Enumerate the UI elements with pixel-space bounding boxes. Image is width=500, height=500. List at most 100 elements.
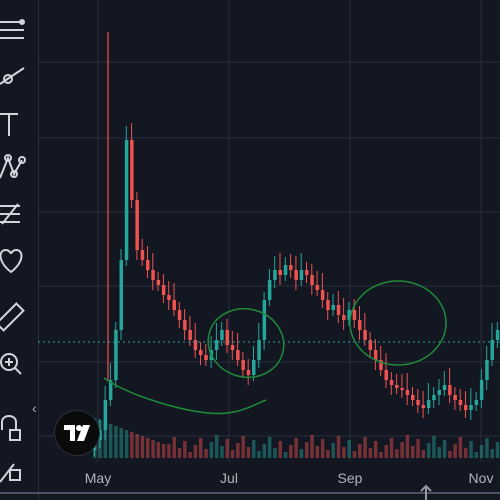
volume-bar [267,437,272,458]
candle-body [352,310,357,320]
zoom-in-icon[interactable] [0,344,30,384]
candle-body [310,275,314,285]
lock-pencil-icon[interactable] [0,452,30,492]
volume-bar [358,444,362,458]
candle-body [294,270,298,280]
candle-body [305,270,309,275]
volume-bar [230,450,235,458]
candle-body [98,430,102,440]
volume-bar [294,438,298,458]
candle-body [151,270,155,280]
ruler-icon[interactable] [0,298,30,338]
candle-body [315,285,320,290]
candle-body [426,400,431,408]
candle-body [167,295,171,300]
volume-bar [209,442,214,458]
candle-body [485,360,489,380]
candle-body [405,390,410,395]
candle-body [342,315,346,320]
collapse-toolbar-chevron-icon[interactable]: ‹ [32,400,37,416]
candle-body [172,300,176,310]
volume-bar [464,448,468,458]
candle-body [384,370,388,380]
menu-lines-icon[interactable] [0,12,30,52]
candle-body [464,405,468,410]
tradingview-logo[interactable] [54,410,100,456]
candles [93,32,500,456]
candle-body [289,265,293,270]
candle-body [119,260,123,330]
volume-bar [305,442,309,458]
volume-bar [273,448,277,458]
volume-bar [199,438,203,458]
volume-bar [108,424,113,458]
volume-bar [442,440,447,458]
drawn-annotations[interactable] [103,280,447,415]
candle-body [400,388,404,390]
trend-line-icon[interactable] [0,56,30,96]
candle-body [495,330,500,340]
ellipse-circle-left[interactable] [200,300,291,385]
magnet-lock-icon[interactable] [0,408,30,448]
candle-body [347,310,351,320]
x-axis-label-jul: Jul [220,470,238,486]
text-icon[interactable] [0,104,30,144]
volume-bar [379,452,383,458]
price-chart[interactable] [38,0,500,462]
volume-bar [193,445,198,458]
heart-icon[interactable] [0,240,30,280]
volume-bars [93,418,500,458]
candlestick-plot[interactable] [38,0,500,462]
candle-body [124,140,129,260]
curve-stroke[interactable] [103,377,267,415]
volume-bar [448,451,452,458]
x-axis-label-nov: Nov [468,470,494,486]
scroll-up-arrow-icon[interactable] [418,483,434,500]
candle-body [220,330,224,340]
volume-bar [119,428,123,458]
candle-body [373,350,378,360]
volume-bar [368,448,373,458]
candle-body [283,265,288,275]
candle-body [368,340,373,350]
volume-bar [432,436,436,458]
candle-body [161,285,166,295]
volume-bar [146,438,150,458]
candle-body [199,350,203,355]
volume-bar [151,440,155,458]
volume-bar [220,446,224,458]
volume-bar [299,449,304,458]
candle-body [140,250,145,260]
candle-body [241,360,245,370]
volume-bar [177,448,182,458]
volume-bar [172,437,176,458]
volume-bar [326,450,330,458]
x-axis-label-sep: Sep [337,470,363,486]
volume-bar [437,447,441,458]
candle-body [188,330,192,340]
candle-body [204,355,208,360]
candle-body [236,350,240,360]
pattern-icon[interactable] [0,148,30,188]
volume-bar [236,443,240,458]
candle-body [146,260,150,270]
candle-body [453,395,457,400]
time-axis[interactable]: May Jul Sep Nov [38,462,500,500]
candle-body [437,390,441,395]
ellipse-circle-right[interactable] [349,280,447,366]
candle-body [130,140,134,200]
volume-bar [342,447,346,458]
volume-bar [135,434,139,458]
volume-bar [411,446,415,458]
volume-bar [426,443,431,458]
candle-body [193,340,198,350]
candle-body [320,290,325,300]
candle-body [103,400,108,430]
volume-bar [421,450,426,458]
volume-bar [315,446,320,458]
volume-bar [188,452,192,458]
candle-body [156,280,161,285]
volume-bar [283,452,288,458]
volume-bar [389,438,394,458]
fib-icon[interactable] [0,196,30,236]
